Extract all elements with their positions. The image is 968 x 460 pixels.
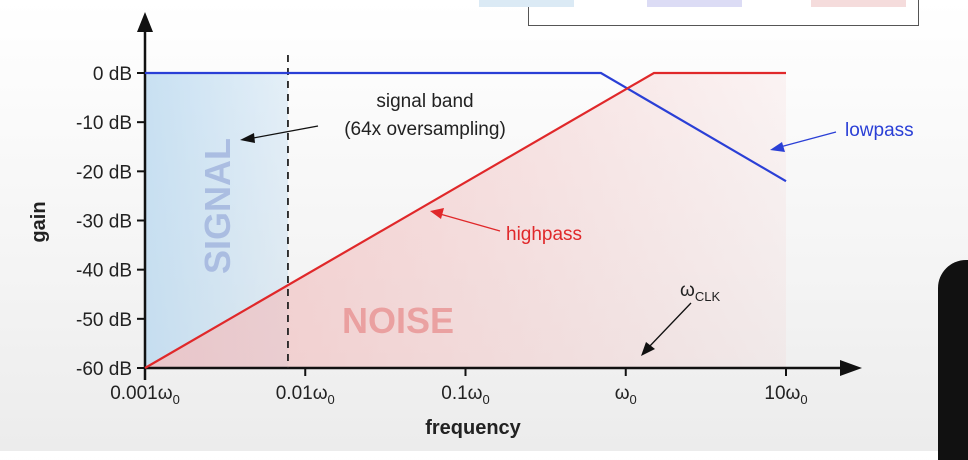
highpass-arrow-line [439, 213, 501, 232]
lowpass-line [145, 71, 787, 183]
signal-band-label-line1: signal band [376, 91, 473, 112]
lowpass-arrow-head [770, 142, 785, 152]
signal-band-arrow-line [247, 125, 319, 140]
y-axis-title: gain [28, 201, 50, 242]
x-ticks: 0.001ω0 0.01ω0 0.1ω0 ω0 10ω0 [110, 368, 808, 407]
wclk-subscript: CLK [695, 289, 721, 304]
shaded-regions [145, 73, 786, 368]
x-tick-main: 0.001ω [110, 383, 173, 404]
presenter-silhouette [938, 260, 968, 460]
y-tick-label: -40 dB [76, 261, 132, 282]
x-tick-main: 0.1ω [441, 383, 482, 404]
x-axis-arrow [840, 360, 862, 376]
y-ticks: 0 dB -10 dB -20 dB -30 dB -40 dB -50 dB -60 dB [76, 64, 145, 380]
wclk-label: ωCLK [680, 280, 720, 304]
y-axis-arrow [137, 12, 153, 32]
x-tick-subscript: 0 [630, 392, 637, 407]
x-tick-main: 10ω [764, 383, 800, 404]
noise-region [145, 73, 786, 368]
x-axis-title: frequency [425, 417, 521, 439]
x-tick-subscript: 0 [483, 392, 490, 407]
wclk-omega: ω [680, 280, 695, 301]
x-tick-subscript: 0 [328, 392, 335, 407]
x-tick-main: ω [615, 383, 630, 404]
y-tick-label: -30 dB [76, 212, 132, 233]
y-tick-label: -20 dB [76, 162, 132, 183]
legend-swatch-lowpass [647, 0, 742, 7]
legend-swatch-highpass [811, 0, 906, 7]
x-tick-label: 0.01ω0 [276, 383, 335, 407]
legend-box [479, 0, 919, 26]
lowpass-label: lowpass [845, 120, 914, 141]
x-tick-main: 0.01ω [276, 383, 328, 404]
signal-band-arrow-head [240, 133, 255, 143]
y-tick-label: -50 dB [76, 310, 132, 331]
x-tick-label: ω0 [615, 383, 637, 407]
y-tick-label: 0 dB [93, 64, 132, 85]
x-tick-label: 0.001ω0 [110, 383, 180, 407]
highpass-arrow-head [430, 208, 444, 219]
y-tick-label: -60 dB [76, 359, 132, 380]
y-tick-label: -10 dB [76, 113, 132, 134]
noise-region-label: NOISE [342, 300, 454, 341]
highpass-label: highpass [506, 224, 582, 245]
highpass-line [144, 71, 786, 369]
x-tick-subscript: 0 [173, 392, 180, 407]
signal-band-label-line2: (64x oversampling) [344, 119, 506, 140]
x-tick-subscript: 0 [800, 392, 807, 407]
x-tick-label: 0.1ω0 [441, 383, 489, 407]
wclk-arrow-line [647, 302, 692, 349]
legend-swatch-signal [479, 0, 574, 7]
signal-region-label: SIGNAL [197, 138, 238, 274]
wclk-arrow-head [641, 342, 655, 356]
lowpass-arrow-line [779, 131, 837, 148]
x-tick-label: 10ω0 [764, 383, 807, 407]
series-lines [144, 71, 787, 369]
